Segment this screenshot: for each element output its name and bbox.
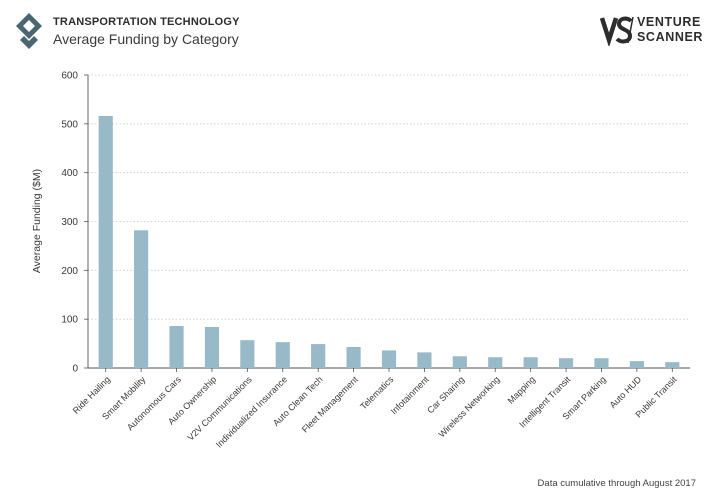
bar-fleet-management (346, 347, 361, 368)
y-tick-label: 600 (61, 71, 78, 82)
x-tick-label: Mapping (506, 374, 537, 405)
bar-individualized-insurance (275, 342, 290, 368)
bar-mapping (523, 357, 538, 368)
y-tick-label: 0 (72, 364, 78, 375)
x-tick-label: Individualized Insurance (214, 374, 289, 449)
x-tick-label: Infotainment (389, 374, 431, 416)
bar-auto-ownership (204, 326, 220, 368)
x-tick-label: V2V Communications (185, 374, 254, 443)
x-tick-label: Wireless Networking (437, 374, 502, 439)
brand-name: VENTURE SCANNER (637, 15, 703, 45)
brand-line-2: SCANNER (637, 30, 704, 44)
bar-car-sharing (452, 356, 467, 368)
gridlines (88, 74, 690, 320)
y-tick-label: 100 (61, 315, 78, 326)
bars (98, 116, 680, 369)
y-axis-label: Average Funding ($M) (31, 169, 43, 273)
bar-auto-hud (629, 361, 644, 368)
y-tick-label: 500 (61, 119, 78, 130)
bar-intelligent-transit (558, 358, 574, 368)
bar-infotainment (417, 352, 432, 368)
header: TRANSPORTATION TECHNOLOGY Average Fundin… (0, 0, 720, 60)
bar-auto-clean-tech (311, 344, 326, 368)
y-tick-label: 200 (61, 266, 78, 277)
brand-line-1: VENTURE (637, 15, 701, 29)
bar-ride-hailing (98, 116, 113, 369)
bar-v2v-communications (240, 340, 255, 368)
data-footnote: Data cumulative through August 2017 (537, 478, 696, 489)
venture-scanner-logo-icon (600, 16, 634, 46)
bar-wireless-networking (488, 357, 503, 368)
bar-telematics (381, 350, 397, 368)
x-tick-label: Auto HUD (608, 374, 644, 410)
report-kicker: TRANSPORTATION TECHNOLOGY (53, 16, 240, 28)
bar-public-transit (665, 362, 680, 368)
y-tick-label: 300 (61, 217, 78, 228)
chart-title: Average Funding by Category (53, 31, 239, 47)
bar-autonomous-cars (169, 326, 184, 368)
x-tick-label: Telematics (358, 374, 395, 411)
axes: 0 100 200 300 400 500 600 (61, 71, 690, 375)
transportation-logo-icon (16, 13, 42, 49)
y-tick-label: 400 (61, 168, 78, 179)
bar-smart-parking (594, 358, 609, 368)
bar-smart-mobility (134, 230, 149, 368)
